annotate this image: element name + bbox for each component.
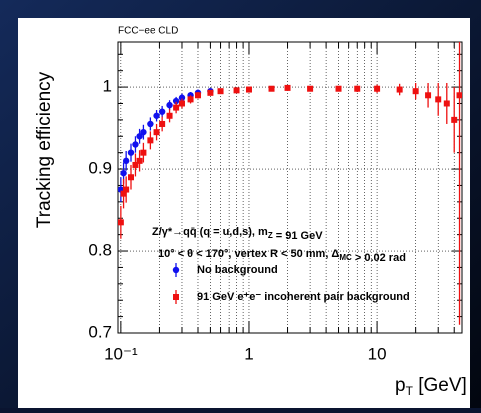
marker <box>158 108 166 115</box>
marker <box>140 149 147 156</box>
marker <box>122 157 130 165</box>
legend-label: No background <box>197 264 278 276</box>
marker <box>207 89 214 96</box>
marker <box>147 120 154 128</box>
annotation: Z/γ*→qq̄ (q = u,d,s), mZ = 91 GeV <box>152 226 323 242</box>
marker <box>412 88 419 95</box>
marker <box>335 85 342 92</box>
marker <box>435 96 442 103</box>
marker <box>245 86 252 93</box>
marker <box>451 116 458 123</box>
panel <box>18 18 470 408</box>
legend-marker <box>173 294 179 300</box>
y-tick-label: 0.9 <box>88 159 112 178</box>
y-tick-label: 0.7 <box>88 322 112 341</box>
marker <box>443 100 450 107</box>
marker <box>120 169 127 177</box>
marker <box>187 96 194 103</box>
marker <box>307 85 314 92</box>
marker <box>123 186 130 193</box>
marker <box>159 120 166 127</box>
marker <box>153 129 160 136</box>
annotation-text: > 0.02 rad <box>352 252 406 264</box>
x-label-main: p <box>395 375 406 396</box>
marker <box>217 88 224 95</box>
marker <box>456 92 462 99</box>
marker <box>268 85 275 92</box>
annotation-text: Z/γ*→qq̄ (q = u,d,s), m <box>152 226 268 238</box>
chart-title: FCC−ee CLD <box>118 26 178 37</box>
plot-area <box>118 42 462 325</box>
x-tick-label: 10⁻¹ <box>104 344 138 363</box>
annotation-sub: MC <box>339 253 352 262</box>
marker <box>178 94 186 101</box>
annotation-text: 10° < θ < 170°, vertex R < 50 mm, Δ <box>158 248 339 260</box>
marker <box>173 104 180 111</box>
marker <box>132 161 139 168</box>
marker <box>354 85 361 92</box>
marker <box>166 101 173 109</box>
x-label-unit: [GeV] <box>413 375 467 396</box>
marker <box>120 190 127 197</box>
marker <box>172 97 180 105</box>
y-axis-label: Tracking efficiency <box>34 71 55 228</box>
marker <box>140 128 147 136</box>
y-tick-label: 1 <box>103 77 112 96</box>
marker <box>153 112 160 119</box>
annotation: 10° < θ < 170°, vertex R < 50 mm, ΔMC > … <box>158 248 406 264</box>
marker <box>194 92 201 99</box>
marker <box>136 157 143 164</box>
x-axis-label: pT [GeV] <box>395 375 467 398</box>
marker <box>284 84 291 91</box>
annotation-sub: Z <box>268 231 273 240</box>
marker <box>147 137 154 144</box>
legend-marker <box>172 266 180 274</box>
marker <box>118 219 124 226</box>
x-tick-label: 10 <box>368 344 387 363</box>
marker <box>136 133 143 140</box>
marker <box>396 86 403 93</box>
marker <box>127 149 135 156</box>
marker <box>374 85 381 92</box>
x-tick-label: 1 <box>244 344 253 363</box>
annotation-text: = 91 GeV <box>273 230 324 242</box>
legend-label: 91 GeV e⁺e⁻ incoherent pair background <box>197 291 410 303</box>
y-tick-label: 0.8 <box>88 241 112 260</box>
marker <box>178 100 185 107</box>
x-label-sub: T <box>406 384 414 398</box>
marker <box>233 87 240 94</box>
marker <box>166 112 173 119</box>
marker <box>132 141 139 148</box>
marker <box>425 92 432 99</box>
marker <box>127 174 134 181</box>
